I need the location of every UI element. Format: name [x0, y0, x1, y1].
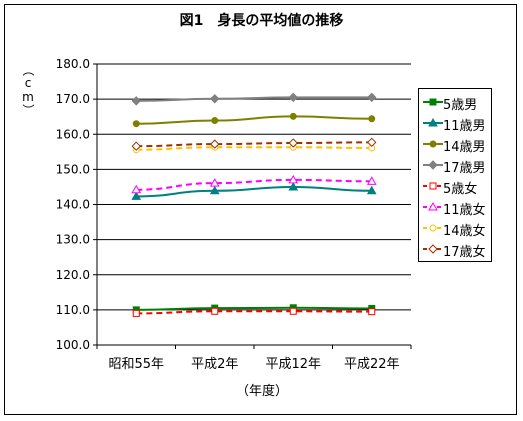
data-point: [131, 184, 142, 194]
legend-marker: [429, 182, 437, 190]
series-5: [132, 307, 376, 317]
axes: [93, 63, 412, 349]
y-tick-label: 130.0: [56, 233, 90, 247]
legend-item: 5歳男: [419, 92, 493, 113]
data-point: [211, 117, 219, 125]
y-tick-label: 160.0: [56, 127, 90, 141]
y-tick-label: 180.0: [56, 57, 90, 71]
series-lines: [131, 92, 377, 317]
legend-marker: [428, 244, 438, 254]
legend-marker: [429, 140, 437, 148]
data-point: [210, 139, 220, 149]
x-tick-label: 平成2年: [191, 357, 238, 372]
legend-marker: [428, 201, 438, 211]
legend-item: 11歳女: [419, 197, 493, 218]
legend: 5歳男 11歳男 14歳男 17歳男 5歳女 11歳女 14歳女 17歳女: [418, 88, 492, 262]
data-point: [289, 307, 297, 315]
y-tick-label: 120.0: [56, 268, 90, 282]
legend-swatch: [423, 182, 443, 190]
legend-label: 11歳女: [443, 203, 486, 218]
data-point: [209, 185, 220, 195]
y-tick-label: 110.0: [56, 303, 90, 317]
x-tick-label: 平成22年: [344, 357, 400, 372]
x-tick-label: 昭和55年: [108, 357, 164, 372]
data-point: [132, 120, 140, 128]
legend-label: 14歳女: [443, 224, 486, 239]
data-point: [210, 94, 220, 104]
chart-title: 図1 身長の平均値の推移: [179, 13, 344, 29]
data-point: [368, 308, 376, 316]
legend-swatch: [423, 117, 443, 127]
series-line: [136, 310, 372, 315]
legend-item: 14歳女: [419, 218, 493, 239]
legend-item: 17歳男: [419, 155, 493, 176]
legend-marker: [429, 224, 437, 232]
legend-item: 11歳男: [419, 113, 493, 134]
legend-swatch: [423, 224, 443, 232]
data-point: [209, 178, 220, 187]
legend-item: 17歳女: [419, 239, 493, 260]
data-point: [132, 309, 140, 317]
data-point: [131, 141, 141, 151]
series-8: [131, 137, 377, 151]
legend-label: 14歳男: [443, 140, 486, 155]
legend-marker: [429, 98, 437, 106]
data-point: [288, 138, 298, 148]
legend-marker: [428, 117, 438, 127]
series-line: [136, 306, 372, 311]
legend-item: 5歳女: [419, 176, 493, 197]
series-line: [136, 146, 372, 151]
legend-item: 14歳男: [419, 134, 493, 155]
data-point: [367, 137, 377, 148]
series-4: [131, 92, 377, 106]
legend-label: 17歳男: [443, 161, 486, 176]
data-point: [368, 115, 376, 123]
y-tick-label: 140.0: [56, 198, 90, 212]
data-point: [288, 181, 299, 191]
y-tick-label: 100.0: [56, 338, 90, 352]
x-axis-label: （年度）: [236, 384, 289, 399]
legend-swatch: [423, 244, 443, 254]
data-point: [131, 96, 141, 106]
series-line: [136, 185, 372, 198]
data-point: [288, 92, 298, 103]
data-point: [366, 185, 377, 195]
legend-label: 5歳女: [443, 182, 478, 197]
series-line: [136, 178, 372, 191]
data-point: [367, 92, 377, 103]
data-point: [288, 174, 299, 184]
legend-swatch: [423, 201, 443, 211]
legend-swatch: [423, 160, 443, 170]
data-point: [289, 112, 297, 120]
data-point: [131, 191, 142, 200]
series-line: [136, 115, 372, 125]
y-axis-label: （cm）: [21, 64, 35, 116]
x-tick-label: 平成12年: [265, 357, 321, 372]
series-line: [136, 96, 372, 102]
y-tick-label: 150.0: [56, 162, 90, 176]
legend-label: 11歳男: [443, 119, 486, 134]
data-point: [366, 176, 377, 185]
series-3: [132, 112, 376, 128]
legend-marker: [428, 160, 438, 170]
series-6: [131, 174, 377, 194]
gridlines: [97, 63, 411, 346]
series-2: [131, 181, 377, 200]
tick-labels: 100.0 110.0 120.0 130.0 140.0 150.0 160.0 170.0…: [56, 57, 400, 372]
data-point: [211, 307, 219, 315]
legend-label: 17歳女: [443, 245, 486, 260]
y-tick-label: 170.0: [56, 92, 90, 106]
legend-swatch: [423, 140, 443, 148]
series-line: [136, 141, 372, 148]
legend-swatch: [423, 98, 443, 106]
legend-label: 5歳男: [443, 98, 478, 113]
